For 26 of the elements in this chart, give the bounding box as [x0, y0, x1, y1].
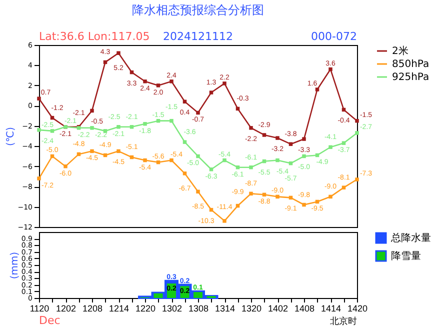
text: 北京时	[330, 316, 357, 327]
y-axis-title: (℃)	[6, 126, 17, 146]
legend-label: 850hPa	[392, 59, 430, 70]
text: 000-072	[311, 30, 357, 43]
legend-label: 925hPa	[392, 72, 430, 83]
x-tick-label: 1220	[135, 304, 156, 314]
legend-label: 总降水量	[390, 232, 431, 244]
x-tick-label: 1320	[241, 304, 262, 314]
x-tick-label: 1408	[294, 304, 315, 314]
legend-label: 2米	[392, 45, 408, 57]
chart-title: 降水相态预报综合分析图	[132, 3, 264, 17]
x-tick-label: 1202	[56, 304, 76, 314]
x-tick-label: 1120	[30, 304, 50, 314]
x-tick-label: 1302	[162, 304, 182, 314]
x-tick-label: 1308	[188, 304, 209, 314]
y-axis-title: (mm)	[9, 252, 20, 280]
text: 2024121112	[163, 30, 233, 43]
x-tick-label: 1214	[108, 304, 130, 314]
legend-label: 降雪量	[391, 250, 421, 262]
x-tick-label: 1314	[214, 304, 236, 314]
x-tick-label: 1208	[82, 304, 103, 314]
x-tick-label: 1402	[268, 304, 288, 314]
text: Dec	[39, 314, 60, 327]
x-tick-label: 1414	[320, 304, 342, 314]
text: Lat:36.6 Lon:117.05	[39, 30, 150, 43]
x-tick-label: 1420	[347, 304, 368, 314]
